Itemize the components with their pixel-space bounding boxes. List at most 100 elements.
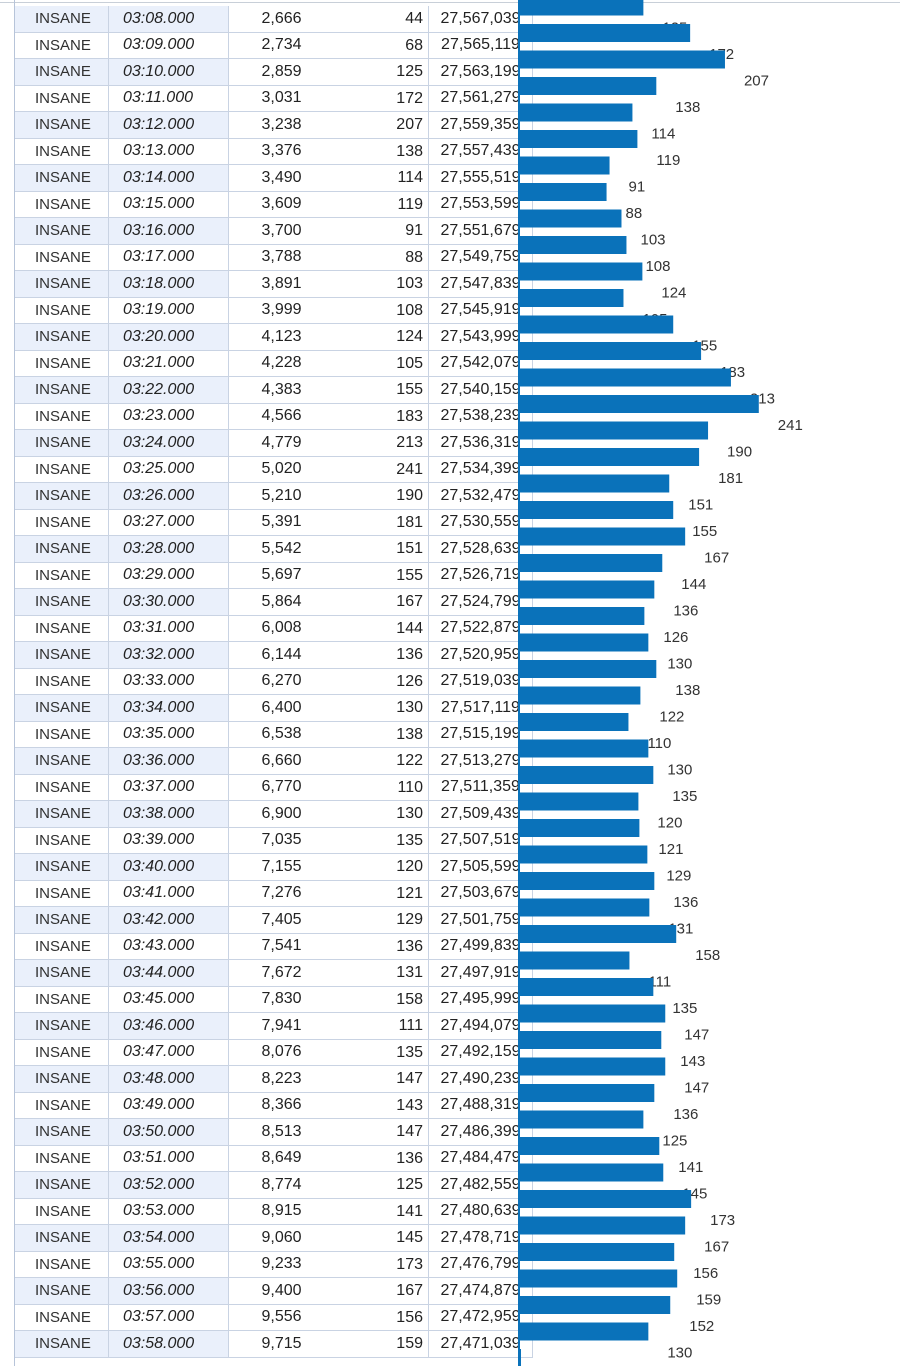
cell-mode[interactable]: INSANE: [15, 933, 109, 960]
table-row[interactable]: INSANE 03:51.000 8,649 136 27,484,479: [15, 1145, 533, 1172]
cell-time[interactable]: 03:55.000: [109, 1251, 229, 1278]
cell-mode[interactable]: INSANE: [15, 324, 109, 351]
cell-total[interactable]: 8,513: [229, 1119, 429, 1146]
cell-total[interactable]: 9,556: [229, 1304, 429, 1331]
cell-remaining[interactable]: 27,484,479: [429, 1145, 533, 1172]
cell-mode[interactable]: INSANE: [15, 59, 109, 86]
cell-total[interactable]: 4,383: [229, 377, 429, 404]
cell-total[interactable]: 7,276: [229, 880, 429, 907]
cell-remaining[interactable]: 27,486,399: [429, 1119, 533, 1146]
cell-remaining[interactable]: 27,476,799: [429, 1251, 533, 1278]
table-row[interactable]: INSANE 03:19.000 3,999 108 27,545,919: [15, 297, 533, 324]
cell-total[interactable]: 2,666: [229, 6, 429, 33]
table-row[interactable]: INSANE 03:36.000 6,660 122 27,513,279: [15, 748, 533, 775]
cell-delta[interactable]: 124: [396, 328, 423, 346]
cell-remaining[interactable]: 27,567,039: [429, 6, 533, 33]
cell-remaining[interactable]: 27,488,319: [429, 1092, 533, 1119]
cell-delta[interactable]: 131: [396, 964, 423, 982]
table-row[interactable]: INSANE 03:44.000 7,672 131 27,497,919: [15, 960, 533, 987]
cell-total[interactable]: 9,060: [229, 1225, 429, 1252]
cell-total[interactable]: 8,774: [229, 1172, 429, 1199]
cell-delta[interactable]: 156: [396, 1308, 423, 1326]
cell-delta[interactable]: 145: [396, 1229, 423, 1247]
cell-mode[interactable]: INSANE: [15, 32, 109, 59]
table-row[interactable]: INSANE 03:10.000 2,859 125 27,563,199: [15, 59, 533, 86]
cell-time[interactable]: 03:13.000: [109, 138, 229, 165]
table-row[interactable]: INSANE 03:14.000 3,490 114 27,555,519: [15, 165, 533, 192]
cell-delta[interactable]: 155: [396, 566, 423, 584]
cell-mode[interactable]: INSANE: [15, 748, 109, 775]
cell-total[interactable]: 5,391: [229, 509, 429, 536]
cell-remaining[interactable]: 27,499,839: [429, 933, 533, 960]
cell-delta[interactable]: 129: [396, 911, 423, 929]
cell-remaining[interactable]: 27,549,759: [429, 244, 533, 271]
cell-time[interactable]: 03:27.000: [109, 509, 229, 536]
cell-time[interactable]: 03:11.000: [109, 85, 229, 112]
cell-time[interactable]: 03:20.000: [109, 324, 229, 351]
cell-delta[interactable]: 138: [396, 142, 423, 160]
table-row[interactable]: INSANE 03:52.000 8,774 125 27,482,559: [15, 1172, 533, 1199]
cell-total[interactable]: 3,891: [229, 271, 429, 298]
cell-total[interactable]: 6,660: [229, 748, 429, 775]
cell-remaining[interactable]: 27,557,439: [429, 138, 533, 165]
cell-total[interactable]: 7,941: [229, 1013, 429, 1040]
cell-time[interactable]: 03:46.000: [109, 1013, 229, 1040]
cell-time[interactable]: 03:32.000: [109, 642, 229, 669]
cell-mode[interactable]: INSANE: [15, 536, 109, 563]
cell-time[interactable]: 03:18.000: [109, 271, 229, 298]
cell-mode[interactable]: INSANE: [15, 801, 109, 828]
cell-total[interactable]: 9,233: [229, 1251, 429, 1278]
cell-remaining[interactable]: 27,474,879: [429, 1278, 533, 1305]
cell-total[interactable]: 3,999: [229, 297, 429, 324]
cell-delta[interactable]: 135: [396, 1043, 423, 1061]
cell-total[interactable]: 2,859: [229, 59, 429, 86]
cell-mode[interactable]: INSANE: [15, 615, 109, 642]
table-row[interactable]: INSANE 03:39.000 7,035 135 27,507,519: [15, 827, 533, 854]
table-row[interactable]: INSANE 03:34.000 6,400 130 27,517,119: [15, 695, 533, 722]
table-row[interactable]: INSANE 03:17.000 3,788 88 27,549,759: [15, 244, 533, 271]
table-row[interactable]: INSANE 03:58.000 9,715 159 27,471,039: [15, 1331, 533, 1358]
cell-time[interactable]: 03:31.000: [109, 615, 229, 642]
cell-time[interactable]: 03:15.000: [109, 191, 229, 218]
cell-mode[interactable]: INSANE: [15, 668, 109, 695]
cell-total[interactable]: 6,144: [229, 642, 429, 669]
cell-mode[interactable]: INSANE: [15, 986, 109, 1013]
cell-delta[interactable]: 158: [396, 990, 423, 1008]
cell-remaining[interactable]: 27,536,319: [429, 430, 533, 457]
cell-mode[interactable]: INSANE: [15, 271, 109, 298]
cell-delta[interactable]: 147: [396, 1123, 423, 1141]
cell-remaining[interactable]: 27,497,919: [429, 960, 533, 987]
table-row[interactable]: INSANE 03:38.000 6,900 130 27,509,439: [15, 801, 533, 828]
table-row[interactable]: INSANE 03:09.000 2,734 68 27,565,119: [15, 32, 533, 59]
cell-time[interactable]: 03:58.000: [109, 1331, 229, 1358]
cell-remaining[interactable]: 27,532,479: [429, 483, 533, 510]
cell-mode[interactable]: INSANE: [15, 244, 109, 271]
cell-total[interactable]: 7,830: [229, 986, 429, 1013]
cell-delta[interactable]: 159: [396, 1335, 423, 1353]
cell-mode[interactable]: INSANE: [15, 721, 109, 748]
table-row[interactable]: INSANE 03:33.000 6,270 126 27,519,039: [15, 668, 533, 695]
cell-remaining[interactable]: 27,471,039: [429, 1331, 533, 1358]
table-row[interactable]: INSANE 03:27.000 5,391 181 27,530,559: [15, 509, 533, 536]
cell-delta[interactable]: 207: [396, 116, 423, 134]
cell-mode[interactable]: INSANE: [15, 1039, 109, 1066]
table-row[interactable]: INSANE 03:26.000 5,210 190 27,532,479: [15, 483, 533, 510]
cell-time[interactable]: 03:57.000: [109, 1304, 229, 1331]
cell-time[interactable]: 03:33.000: [109, 668, 229, 695]
cell-delta[interactable]: 126: [396, 672, 423, 690]
table-row[interactable]: INSANE 03:11.000 3,031 172 27,561,279: [15, 85, 533, 112]
cell-delta[interactable]: 68: [405, 36, 423, 54]
cell-total[interactable]: 6,008: [229, 615, 429, 642]
cell-time[interactable]: 03:48.000: [109, 1066, 229, 1093]
table-row[interactable]: INSANE 03:22.000 4,383 155 27,540,159: [15, 377, 533, 404]
cell-delta[interactable]: 143: [396, 1096, 423, 1114]
cell-time[interactable]: 03:52.000: [109, 1172, 229, 1199]
table-row[interactable]: INSANE 03:31.000 6,008 144 27,522,879: [15, 615, 533, 642]
cell-delta[interactable]: 125: [396, 63, 423, 81]
table-row[interactable]: INSANE 03:21.000 4,228 105 27,542,079: [15, 350, 533, 377]
cell-delta[interactable]: 125: [396, 1176, 423, 1194]
table-row[interactable]: INSANE 03:18.000 3,891 103 27,547,839: [15, 271, 533, 298]
cell-delta[interactable]: 91: [405, 222, 423, 240]
cell-remaining[interactable]: 27,472,959: [429, 1304, 533, 1331]
cell-total[interactable]: 9,715: [229, 1331, 429, 1358]
